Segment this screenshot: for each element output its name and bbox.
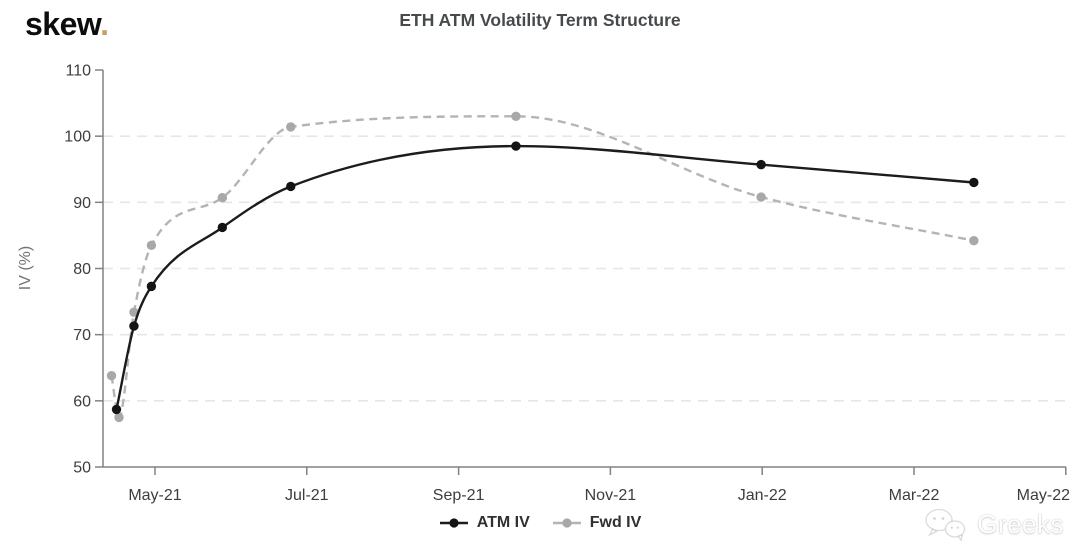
atm-iv-line: [115, 144, 974, 410]
atm-iv-marker: [286, 181, 296, 192]
atm-iv-marker: [511, 141, 521, 151]
skew-logo-text: skew: [25, 6, 101, 42]
x-tick-label: Sep-21: [433, 487, 485, 504]
fwd-iv-marker: [114, 412, 124, 423]
skew-logo-dot: .: [100, 6, 109, 42]
fwd-iv-marker: [106, 370, 117, 381]
atm-iv-marker: [969, 177, 979, 188]
fwd-iv-marker: [129, 307, 139, 317]
atm-iv-marker: [111, 404, 122, 415]
skew-logo[interactable]: skew.: [25, 4, 109, 44]
atm-iv-marker: [756, 159, 766, 170]
y-tick-label: 90: [73, 195, 91, 212]
y-tick-label: 80: [73, 261, 91, 278]
chart-title: ETH ATM Volatility Term Structure: [399, 10, 681, 30]
x-tick-label: May-21: [128, 487, 181, 504]
fwd-iv-marker: [286, 122, 296, 132]
atm-iv-marker: [129, 321, 139, 331]
y-tick-label: 50: [73, 460, 91, 477]
legend-label-fwd-iv: Fwd IV: [589, 514, 642, 531]
y-tick-label: 60: [73, 393, 91, 410]
fwd-iv-marker: [217, 193, 228, 203]
atm-iv-legend-marker-icon: [439, 518, 468, 528]
legend-label-atm-iv: ATM IV: [476, 514, 530, 531]
fwd-iv-line: [110, 115, 975, 419]
atm-iv-marker: [146, 281, 157, 292]
fwd-iv-marker: [511, 111, 521, 122]
y-axis-label: IV (%): [17, 246, 34, 290]
fwd-iv-marker: [756, 192, 766, 202]
x-tick-label: Mar-22: [889, 487, 940, 504]
legend-item-atm-iv[interactable]: ATM IV: [439, 514, 530, 532]
watermark-text: Greeks: [977, 508, 1064, 539]
wechat-icon: [925, 508, 966, 541]
legend-item-fwd-iv[interactable]: Fwd IV: [552, 514, 642, 532]
atm-iv-marker: [217, 222, 228, 233]
y-tick-label: 110: [65, 63, 91, 80]
fwd-iv-marker: [146, 240, 157, 251]
chart-legend: ATM IV Fwd IV: [0, 514, 1080, 532]
x-tick-label: Jul-21: [285, 487, 329, 504]
greeks-watermark: Greeks: [923, 507, 1064, 541]
x-tick-label: Nov-21: [585, 487, 637, 504]
fwd-iv-legend-marker-icon: [552, 518, 581, 528]
fwd-iv-marker: [969, 236, 979, 246]
y-tick-label: 70: [73, 327, 91, 344]
x-tick-label: May-22: [1017, 487, 1070, 504]
x-tick-label: Jan-22: [738, 487, 787, 504]
y-tick-label: 100: [64, 129, 91, 146]
